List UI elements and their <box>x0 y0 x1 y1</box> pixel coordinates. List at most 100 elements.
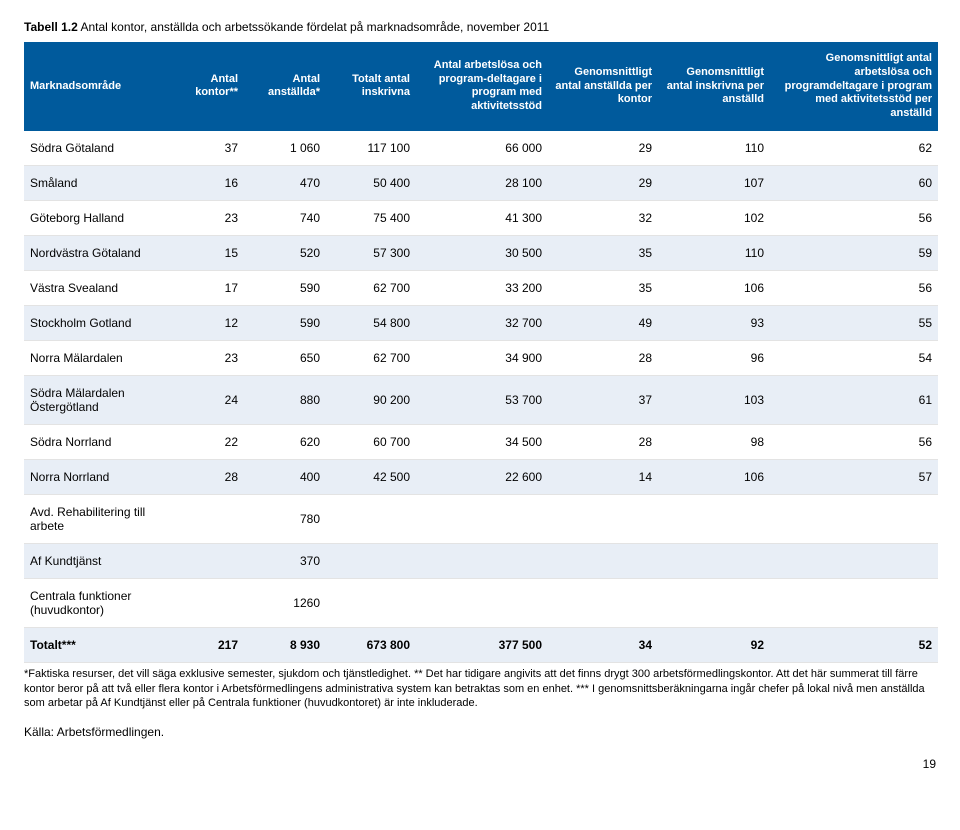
cell: 107 <box>658 165 770 200</box>
cell <box>416 494 548 543</box>
cell: 117 100 <box>326 131 416 166</box>
cell: 23 <box>172 340 244 375</box>
cell: 590 <box>244 270 326 305</box>
row-label: Göteborg Halland <box>24 200 172 235</box>
table-row: Norra Mälardalen2365062 70034 900289654 <box>24 340 938 375</box>
cell: 57 300 <box>326 235 416 270</box>
cell: 103 <box>658 375 770 424</box>
table-row: Norra Norrland2840042 50022 6001410657 <box>24 459 938 494</box>
table-row: Södra Mälardalen Östergötland2488090 200… <box>24 375 938 424</box>
cell: 34 900 <box>416 340 548 375</box>
col-header: Genomsnittligt antal anställda per konto… <box>548 42 658 131</box>
cell: 880 <box>244 375 326 424</box>
cell: 90 200 <box>326 375 416 424</box>
cell: 106 <box>658 270 770 305</box>
cell: 34 <box>548 627 658 662</box>
cell: 400 <box>244 459 326 494</box>
cell: 106 <box>658 459 770 494</box>
cell <box>658 494 770 543</box>
cell: 780 <box>244 494 326 543</box>
cell: 56 <box>770 424 938 459</box>
cell: 29 <box>548 165 658 200</box>
cell: 35 <box>548 235 658 270</box>
col-header: Antal kontor** <box>172 42 244 131</box>
cell <box>548 578 658 627</box>
cell: 28 <box>548 340 658 375</box>
cell <box>770 578 938 627</box>
cell: 41 300 <box>416 200 548 235</box>
cell <box>326 578 416 627</box>
cell <box>548 494 658 543</box>
cell: 92 <box>658 627 770 662</box>
cell: 35 <box>548 270 658 305</box>
caption-rest: Antal kontor, anställda och arbetssökand… <box>78 20 549 34</box>
cell: 32 <box>548 200 658 235</box>
cell <box>326 494 416 543</box>
col-header: Genomsnittligt antal arbetslösa och prog… <box>770 42 938 131</box>
cell: 59 <box>770 235 938 270</box>
cell: 60 <box>770 165 938 200</box>
cell: 590 <box>244 305 326 340</box>
cell: 32 700 <box>416 305 548 340</box>
table-row: Avd. Rehabilitering till arbete780 <box>24 494 938 543</box>
row-label: Totalt*** <box>24 627 172 662</box>
row-label: Centrala funktioner (huvudkontor) <box>24 578 172 627</box>
cell: 57 <box>770 459 938 494</box>
cell <box>416 578 548 627</box>
cell: 110 <box>658 131 770 166</box>
cell: 98 <box>658 424 770 459</box>
cell <box>770 494 938 543</box>
cell: 22 <box>172 424 244 459</box>
cell: 28 100 <box>416 165 548 200</box>
header-row: Marknadsområde Antal kontor** Antal anst… <box>24 42 938 131</box>
cell: 620 <box>244 424 326 459</box>
cell: 50 400 <box>326 165 416 200</box>
cell <box>172 494 244 543</box>
cell: 370 <box>244 543 326 578</box>
cell: 60 700 <box>326 424 416 459</box>
cell: 53 700 <box>416 375 548 424</box>
cell: 24 <box>172 375 244 424</box>
cell: 37 <box>548 375 658 424</box>
cell: 17 <box>172 270 244 305</box>
total-row: Totalt***2178 930673 800377 500349252 <box>24 627 938 662</box>
table-row: Västra Svealand1759062 70033 2003510656 <box>24 270 938 305</box>
row-label: Af Kundtjänst <box>24 543 172 578</box>
col-header: Totalt antal inskrivna <box>326 42 416 131</box>
cell: 28 <box>172 459 244 494</box>
table-row: Småland1647050 40028 1002910760 <box>24 165 938 200</box>
cell: 520 <box>244 235 326 270</box>
cell: 42 500 <box>326 459 416 494</box>
footnote: *Faktiska resurser, det vill säga exklus… <box>24 667 936 712</box>
page-number: 19 <box>24 757 936 771</box>
cell: 1260 <box>244 578 326 627</box>
row-label: Norra Mälardalen <box>24 340 172 375</box>
row-label: Västra Svealand <box>24 270 172 305</box>
row-label: Södra Mälardalen Östergötland <box>24 375 172 424</box>
cell: 52 <box>770 627 938 662</box>
cell: 377 500 <box>416 627 548 662</box>
row-label: Nordvästra Götaland <box>24 235 172 270</box>
cell: 37 <box>172 131 244 166</box>
cell: 62 700 <box>326 340 416 375</box>
cell: 54 <box>770 340 938 375</box>
cell: 61 <box>770 375 938 424</box>
cell: 217 <box>172 627 244 662</box>
table-row: Stockholm Gotland1259054 80032 700499355 <box>24 305 938 340</box>
row-label: Småland <box>24 165 172 200</box>
cell: 49 <box>548 305 658 340</box>
data-table: Marknadsområde Antal kontor** Antal anst… <box>24 42 938 663</box>
row-label: Södra Götaland <box>24 131 172 166</box>
cell: 102 <box>658 200 770 235</box>
cell: 8 930 <box>244 627 326 662</box>
cell: 56 <box>770 200 938 235</box>
cell: 12 <box>172 305 244 340</box>
cell: 96 <box>658 340 770 375</box>
cell: 14 <box>548 459 658 494</box>
table-row: Södra Götaland371 060117 10066 000291106… <box>24 131 938 166</box>
col-header: Antal anställda* <box>244 42 326 131</box>
cell: 56 <box>770 270 938 305</box>
cell: 15 <box>172 235 244 270</box>
cell: 66 000 <box>416 131 548 166</box>
cell: 62 700 <box>326 270 416 305</box>
